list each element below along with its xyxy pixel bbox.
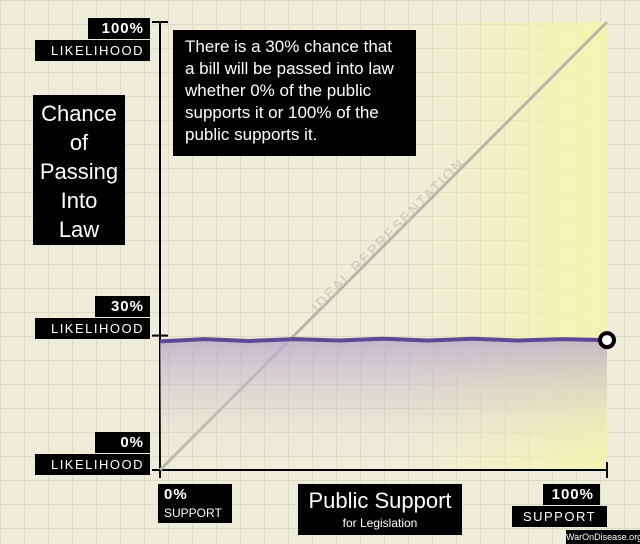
x-axis-label-box: Public Support for Legislation [298, 484, 462, 535]
y-axis-label: Chance of Passing Into Law [33, 95, 125, 245]
y-tick-caption: LIKELIHOOD [35, 40, 150, 61]
x-axis-label: Public Support [308, 488, 452, 513]
y-tick-caption: LIKELIHOOD [35, 318, 150, 339]
y-tick-label: 0% [95, 432, 150, 453]
y-tick-label: 30% [95, 296, 150, 317]
x-tick-label: 100% [543, 484, 600, 505]
annotation: There is a 30% chance that a bill will b… [173, 30, 416, 156]
line [159, 336, 608, 344]
end-point [598, 331, 616, 350]
area [160, 338, 607, 470]
y-tick-label: 100% [88, 18, 150, 39]
x-tick-caption: SUPPORT [158, 503, 232, 523]
y-tick-caption: LIKELIHOOD [35, 454, 150, 475]
x-tick-caption: SUPPORT [512, 506, 607, 527]
x-tick-label: 0% [158, 484, 232, 505]
x-axis-sublabel: for Legislation [342, 516, 418, 530]
source: WarOnDisease.org [566, 530, 640, 544]
